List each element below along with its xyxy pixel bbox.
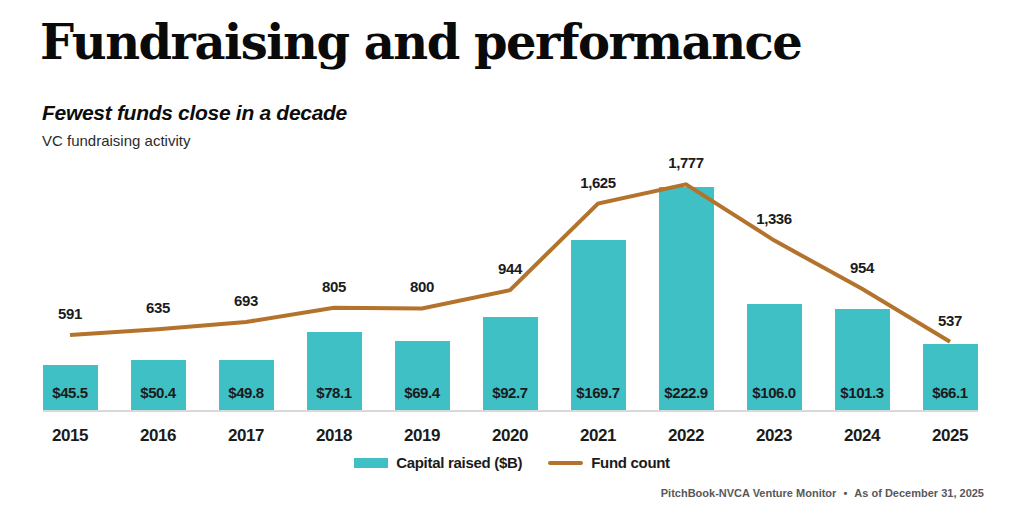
bar-value-label: $78.1	[316, 384, 352, 410]
bar-value-label: $50.4	[140, 384, 176, 410]
fund-count-label: 954	[827, 259, 897, 276]
bar-value-label: $106.0	[752, 384, 795, 410]
x-axis-label-2018: 2018	[299, 426, 369, 446]
x-axis-label-2024: 2024	[827, 426, 897, 446]
fund-count-label: 693	[211, 292, 281, 309]
capital-raised-swatch-icon	[354, 458, 388, 468]
x-axis-label-2025: 2025	[915, 426, 985, 446]
legend-label-capital-raised: Capital raised ($B)	[396, 454, 522, 471]
fund-count-label: 800	[387, 278, 457, 295]
fund-count-swatch-icon	[548, 461, 583, 465]
x-axis-label-2020: 2020	[475, 426, 545, 446]
combo-chart: $45.5 2015 591 $50.4 2016 635 $49.8 2017 693 $78.…	[0, 0, 1024, 532]
fund-count-label: 1,625	[563, 174, 633, 191]
bar-2022: $222.9	[659, 187, 714, 410]
fund-count-label: 944	[475, 260, 545, 277]
legend-item-fund-count: Fund count	[548, 454, 670, 471]
bar-value-label: $66.1	[932, 384, 968, 410]
x-axis-label-2022: 2022	[651, 426, 721, 446]
x-axis-label-2019: 2019	[387, 426, 457, 446]
bar-2019: $69.4	[395, 341, 450, 410]
footer-source: PitchBook-NVCA Venture Monitor	[661, 487, 837, 499]
fund-count-label: 1,777	[651, 154, 721, 171]
legend-label-fund-count: Fund count	[591, 454, 670, 471]
x-axis-label-2023: 2023	[739, 426, 809, 446]
legend-item-capital-raised: Capital raised ($B)	[354, 454, 522, 471]
fund-count-label: 537	[915, 312, 985, 329]
fund-count-label: 805	[299, 278, 369, 295]
fund-count-label: 635	[123, 299, 193, 316]
bar-value-label: $69.4	[404, 384, 440, 410]
bar-2020: $92.7	[483, 317, 538, 410]
report-page: Fundraising and performance Fewest funds…	[0, 0, 1024, 532]
bar-value-label: $222.9	[664, 384, 707, 410]
x-axis-label-2017: 2017	[211, 426, 281, 446]
bar-2018: $78.1	[307, 332, 362, 410]
x-axis-label-2021: 2021	[563, 426, 633, 446]
bar-2017: $49.8	[219, 360, 274, 410]
bar-value-label: $45.5	[52, 384, 88, 410]
bar-2025: $66.1	[923, 344, 978, 410]
chart-legend: Capital raised ($B) Fund count	[0, 454, 1024, 471]
bar-value-label: $92.7	[492, 384, 528, 410]
x-axis-label-2015: 2015	[35, 426, 105, 446]
bar-2016: $50.4	[131, 360, 186, 410]
fund-count-label: 1,336	[739, 210, 809, 227]
bar-2021: $169.7	[571, 240, 626, 410]
bar-value-label: $101.3	[840, 384, 883, 410]
bar-value-label: $169.7	[576, 384, 619, 410]
bar-2023: $106.0	[747, 304, 802, 410]
x-axis-baseline	[43, 410, 978, 412]
fund-count-label: 591	[35, 305, 105, 322]
bar-2015: $45.5	[43, 365, 98, 411]
bar-2024: $101.3	[835, 309, 890, 410]
source-attribution: PitchBook-NVCA Venture Monitor • As of D…	[659, 487, 986, 499]
footer-as-of-date: As of December 31, 2025	[854, 487, 984, 499]
footer-separator: •	[843, 487, 847, 499]
x-axis-label-2016: 2016	[123, 426, 193, 446]
bar-value-label: $49.8	[228, 384, 264, 410]
